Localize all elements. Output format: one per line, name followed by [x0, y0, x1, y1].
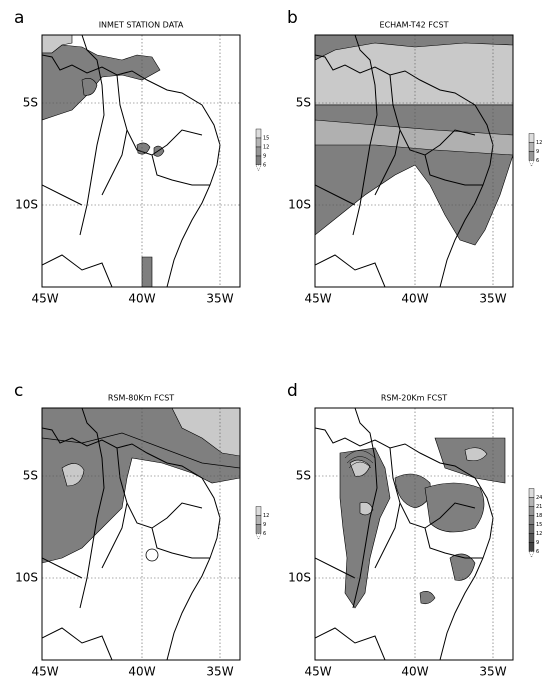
colorbar-label: 24 [536, 495, 542, 501]
colorbar-swatch [256, 507, 261, 516]
map-area [42, 408, 240, 660]
map-panel: a INMET STATION DATA 45W 40W 35W 5S 10S 15 12 9 6 [14, 8, 269, 306]
lon-label: 35W [206, 292, 233, 306]
lon-label: 40W [401, 292, 428, 306]
colorbar-end [256, 165, 261, 171]
colorbar: 15 12 9 6 [256, 129, 269, 171]
lat-label: 5S [23, 469, 38, 483]
map-panel: b ECHAM-T42 FCST 45W 40W 35W 5S 10S 12 9 6 [287, 8, 542, 306]
colorbar-label: 15 [263, 136, 269, 142]
panel-title: RSM-80Km FCST [108, 394, 174, 403]
colorbar-label: 9 [263, 154, 266, 160]
colorbar-label: 12 [263, 145, 269, 151]
colorbar-swatch [529, 498, 534, 507]
lon-label: 40W [128, 665, 155, 678]
colorbar-label: 9 [536, 149, 539, 155]
colorbar-label: 12 [536, 531, 542, 537]
colorbar: 12 9 6 [256, 507, 269, 540]
colorbar-label: 9 [536, 540, 539, 546]
colorbar-swatch [529, 543, 534, 552]
figure: aINMET STATION DATA45W40W35W5S10S151296 … [0, 0, 543, 678]
lat-label: 5S [296, 96, 311, 110]
colorbar-swatch [256, 525, 261, 534]
lat-label: 10S [15, 571, 38, 585]
colorbar-swatch [529, 507, 534, 516]
colorbar-swatch [256, 138, 261, 147]
lat-label: 10S [15, 198, 38, 212]
lon-label: 40W [401, 665, 428, 678]
colorbar-label: 6 [536, 549, 539, 555]
colorbar: 12 9 6 [529, 134, 542, 167]
colorbar-label: 6 [263, 531, 266, 537]
colorbar-label: 6 [263, 163, 266, 169]
panel-title: INMET STATION DATA [99, 21, 184, 30]
lon-label: 35W [479, 665, 506, 678]
colorbar-swatch [529, 143, 534, 152]
panel-letter: c [14, 381, 23, 401]
lat-label: 10S [288, 198, 311, 212]
colorbar-swatch [529, 534, 534, 543]
colorbar-label: 6 [536, 158, 539, 164]
colorbar-swatch [256, 129, 261, 138]
panel-title: ECHAM-T42 FCST [380, 21, 449, 30]
lon-label: 40W [128, 292, 155, 306]
map-panel: c RSM-80Km FCST 45W 40W 35W 5S 10S 12 9 6 [14, 381, 269, 678]
map-panel: d RSM-20Km FCST 45W 40W 35W 5S 10S 24 21 18 15 12 9 6 [287, 381, 542, 678]
colorbar-end [529, 161, 534, 167]
panel-letter: b [287, 8, 298, 28]
colorbar-end [529, 552, 534, 558]
colorbar-swatch [256, 516, 261, 525]
colorbar-swatch [256, 147, 261, 156]
colorbar-end [256, 534, 261, 540]
lon-label: 45W [31, 292, 58, 306]
colorbar-label: 15 [536, 522, 542, 528]
lon-label: 45W [304, 292, 331, 306]
colorbar: 24 21 18 15 12 9 6 [529, 489, 542, 558]
panel-letter: d [287, 381, 298, 401]
colorbar-swatch [529, 152, 534, 161]
map-area [315, 35, 513, 287]
lat-label: 5S [296, 469, 311, 483]
lon-label: 45W [31, 665, 58, 678]
colorbar-swatch [256, 156, 261, 165]
panel-letter: a [14, 8, 24, 28]
colorbar-label: 9 [263, 522, 266, 528]
colorbar-swatch [529, 134, 534, 143]
lat-label: 10S [288, 571, 311, 585]
colorbar-label: 12 [536, 140, 542, 146]
colorbar-swatch [529, 489, 534, 498]
colorbar-label: 21 [536, 504, 542, 510]
lon-label: 35W [479, 292, 506, 306]
lon-label: 35W [206, 665, 233, 678]
page: {"panels": [ {"letter": "a", "title": "I… [0, 0, 543, 678]
panel-title: RSM-20Km FCST [381, 394, 447, 403]
lat-label: 5S [23, 96, 38, 110]
colorbar-swatch [529, 525, 534, 534]
colorbar-label: 18 [536, 513, 542, 519]
colorbar-swatch [529, 516, 534, 525]
map-area [315, 408, 505, 660]
map-area [42, 35, 220, 287]
lon-label: 45W [304, 665, 331, 678]
colorbar-label: 12 [263, 513, 269, 519]
